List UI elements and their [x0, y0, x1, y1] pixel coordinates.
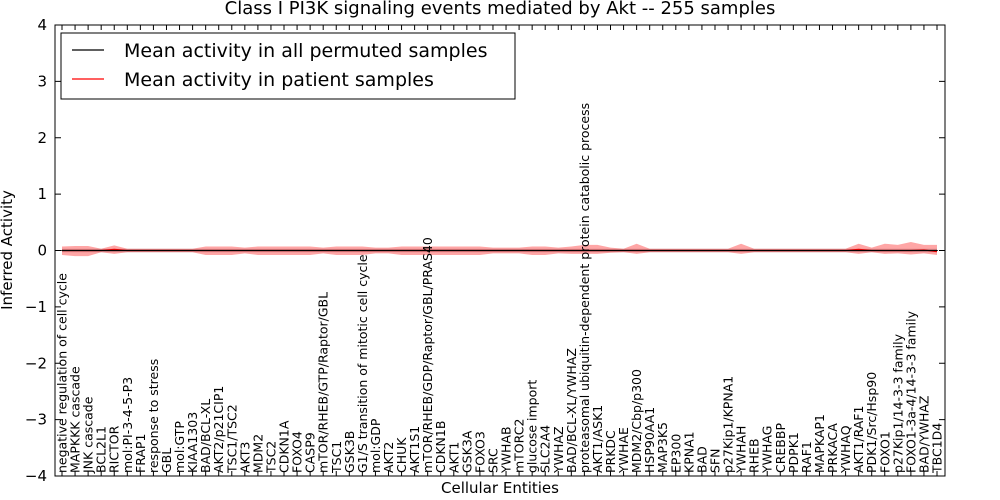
x-category-label: BAD [694, 446, 709, 473]
x-category-label: YWHAQ [838, 425, 853, 474]
x-category-label: p27Kip1/KPNA1 [721, 376, 736, 473]
x-category-label: RHEB [747, 438, 762, 473]
x-category-label: AKT1 [446, 442, 461, 473]
x-category-label: mTOR/RHEB/GDP/Raptor/GBL/PRAS40 [420, 237, 435, 473]
x-category-label: YWHAH [734, 426, 749, 474]
x-category-label: AKT1/RAF1 [851, 406, 866, 473]
x-axis-labels: negative regulation of cell cycleMAPKKK … [55, 25, 945, 476]
x-category-label: RAF1 [799, 441, 814, 473]
x-category-label: mTOR/RHEB/GTP/Raptor/GBL [316, 292, 331, 473]
x-category-label: FOXO3 [472, 431, 487, 473]
x-category-label: mTORC2 [512, 419, 527, 473]
x-axis-title: Cellular Entities [441, 479, 559, 497]
x-category-label: MDM2 [250, 434, 265, 473]
x-category-label: FOXO1-3a-4/14-3-3 family [903, 310, 918, 473]
x-category-label: proteasomal ubiquitin-dependent protein … [577, 103, 592, 473]
x-category-label: p27Kip1/14-3-3 family [890, 333, 905, 473]
x-category-label: GBL [159, 448, 174, 473]
x-category-label: AKT1S1 [407, 426, 422, 473]
x-category-label: YWHAZ [551, 426, 566, 474]
chart-title: Class I PI3K signaling events mediated b… [225, 0, 776, 19]
x-category-label: YWHAB [499, 426, 514, 474]
legend: Mean activity in all permuted samples Me… [60, 32, 516, 100]
x-category-label: JNK cascade [81, 396, 96, 474]
x-category-label: YWHAE [616, 427, 631, 474]
y-tick-label: 2 [37, 129, 47, 147]
y-tick-label: −3 [25, 411, 47, 429]
x-category-label: AKT2 [381, 442, 396, 473]
x-category-label: CDKN1A [277, 420, 292, 473]
legend-permuted-label: Mean activity in all permuted samples [124, 40, 487, 62]
x-category-label: response to stress [146, 359, 161, 473]
x-category-label: SLC2A4 [538, 425, 553, 473]
x-category-label: EP300 [668, 434, 683, 473]
x-category-label: BAD/YWHAZ [916, 396, 931, 473]
x-category-label: PRKDC [603, 430, 618, 473]
x-category-label: BAD/BCL-XL/YWHAZ [564, 348, 579, 473]
x-category-label: glucose import [525, 380, 540, 473]
patient-band [62, 242, 937, 257]
y-tick-label: −4 [25, 467, 47, 485]
x-category-label: SRC [485, 448, 500, 473]
x-category-label: CDKN1B [433, 421, 448, 473]
x-category-label: TSC2 [263, 441, 278, 474]
x-category-label: KIAA1303 [185, 412, 200, 473]
y-axis: 4 3 2 1 0 −1 −2 −3 −4 [25, 16, 945, 485]
x-category-label: BCL2L1 [94, 426, 109, 473]
x-category-label: FOXO4 [290, 431, 305, 473]
y-tick-label: 1 [37, 185, 47, 203]
y-tick-label: −1 [25, 298, 47, 316]
x-category-label: MAP3K5 [655, 422, 670, 473]
y-tick-label: 3 [37, 72, 47, 90]
x-category-label: mol:GDP [368, 418, 383, 473]
y-axis-title: Inferred Activity [0, 190, 16, 310]
x-category-label: TSC1 [329, 441, 344, 474]
x-category-label: TSC1/TSC2 [224, 404, 239, 474]
x-category-label: AKT3 [237, 442, 252, 473]
x-category-label: mol:PI-3-4-5-P3 [120, 377, 135, 473]
x-category-label: GSK3B [342, 431, 357, 473]
plot-frame [54, 24, 946, 477]
x-category-label: YWHAG [760, 426, 775, 474]
x-category-label: mol:GTP [172, 421, 187, 473]
x-category-label: BAD/BCL-XL [198, 399, 213, 473]
legend-patient-label: Mean activity in patient samples [124, 69, 434, 91]
y-tick-label: 0 [37, 242, 47, 260]
y-tick-label: −2 [25, 354, 47, 372]
x-category-label: SFN [707, 449, 722, 473]
x-category-label: PRKACA [825, 423, 840, 473]
legend-box [60, 32, 516, 100]
x-category-label: CREBBP [773, 423, 788, 473]
x-category-label: FOXO1 [877, 431, 892, 473]
x-category-label: CASP9 [303, 432, 318, 473]
x-category-label: PDPK1 [786, 432, 801, 473]
plot-area [55, 242, 945, 257]
x-category-label: TBC1D4 [930, 423, 945, 474]
y-tick-label: 4 [37, 16, 47, 34]
x-category-label: G1/S transition of mitotic cell cycle [355, 254, 370, 473]
x-category-label: FRAP1 [133, 434, 148, 473]
x-category-label: PDK1/Src/Hsp90 [864, 372, 879, 473]
x-category-label: negative regulation of cell cycle [55, 273, 70, 473]
x-category-label: AKT2/p21CIP1 [211, 386, 226, 473]
x-category-label: MDM2/Cbp/p300 [629, 369, 644, 473]
x-category-label: RICTOR [107, 425, 122, 473]
x-category-label: HSP90AA1 [642, 407, 657, 473]
x-category-label: KPNA1 [681, 431, 696, 473]
x-category-label: CHUK [394, 437, 409, 473]
x-category-label: MAPKAP1 [812, 414, 827, 473]
x-category-label: GSK3A [459, 430, 474, 473]
x-category-label: AKT1/ASK1 [590, 405, 605, 473]
x-category-label: MAPKKK cascade [68, 366, 83, 473]
